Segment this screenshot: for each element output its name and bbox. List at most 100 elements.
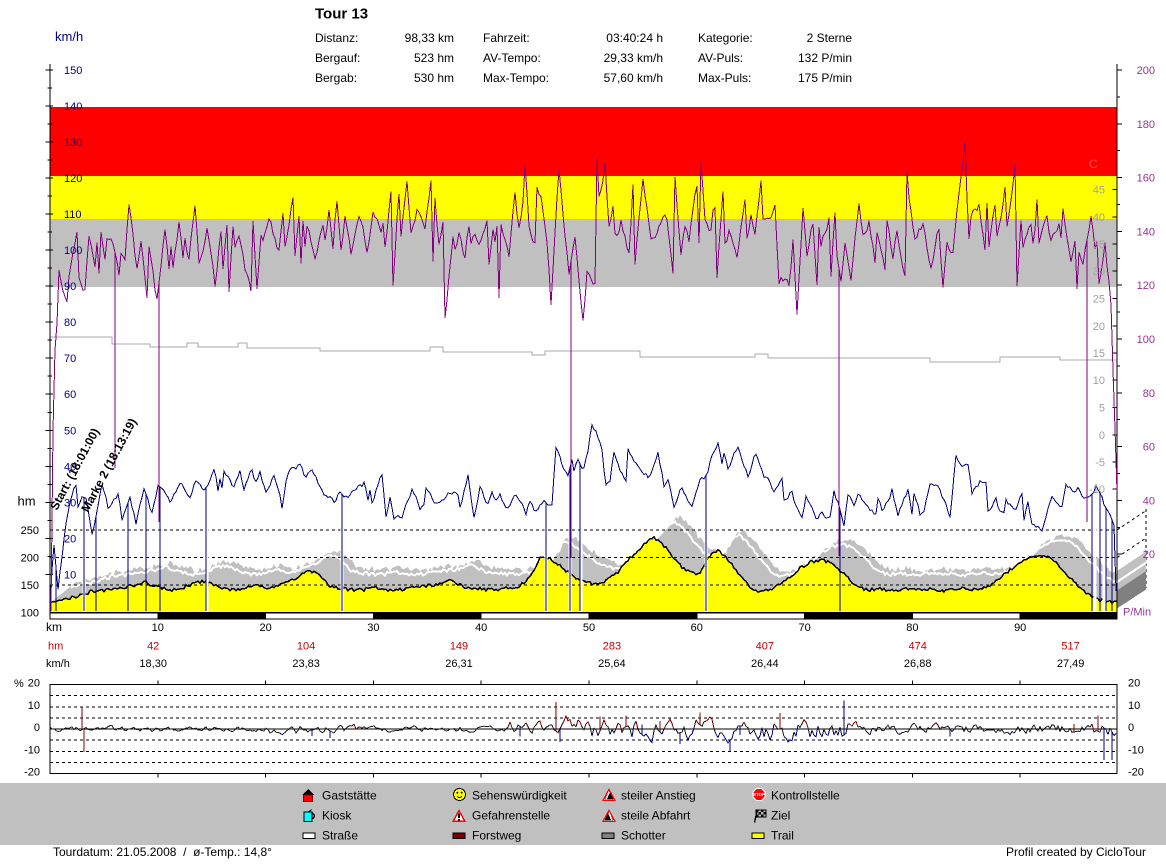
svg-text:10: 10 <box>152 622 164 634</box>
svg-text:18,30: 18,30 <box>139 658 167 670</box>
svg-text:Max-Tempo:: Max-Tempo: <box>483 71 549 85</box>
svg-text:100: 100 <box>21 608 39 620</box>
svg-text:2 Sterne: 2 Sterne <box>807 31 853 45</box>
svg-text:80: 80 <box>1143 388 1155 400</box>
svg-text:20: 20 <box>1143 549 1155 561</box>
svg-text:Kiosk: Kiosk <box>322 809 352 823</box>
svg-text:100: 100 <box>1137 334 1155 346</box>
svg-text:Gefahrenstelle: Gefahrenstelle <box>472 809 550 823</box>
svg-text:25: 25 <box>1093 294 1105 306</box>
svg-text:-20: -20 <box>1128 767 1144 779</box>
svg-text:90: 90 <box>1014 622 1026 634</box>
svg-text:523 hm: 523 hm <box>414 51 454 65</box>
svg-text:23,83: 23,83 <box>292 658 320 670</box>
svg-text:Kontrollstelle: Kontrollstelle <box>771 789 840 803</box>
svg-text:407: 407 <box>756 640 774 652</box>
svg-text:P/Min: P/Min <box>1123 607 1151 619</box>
svg-text:10: 10 <box>64 570 76 582</box>
svg-text:03:40:24 h: 03:40:24 h <box>606 31 663 45</box>
svg-text:15: 15 <box>1093 348 1105 360</box>
svg-text:0: 0 <box>1099 430 1105 442</box>
svg-text:98,33 km: 98,33 km <box>405 31 454 45</box>
svg-text:110: 110 <box>64 209 82 221</box>
svg-text:hm: hm <box>48 640 63 652</box>
svg-text:40: 40 <box>1143 495 1155 507</box>
svg-text:200: 200 <box>1137 65 1155 77</box>
svg-text:20: 20 <box>1128 678 1140 690</box>
svg-text:Distanz:: Distanz: <box>315 31 358 45</box>
svg-text:26,44: 26,44 <box>751 658 779 670</box>
svg-text:Tourdatum: 21.05.2008 / ø-Te: Tourdatum: 21.05.2008 / ø-Temp.: 14,8° <box>53 845 272 859</box>
svg-text:149: 149 <box>450 640 468 652</box>
svg-text:26,31: 26,31 <box>445 658 473 670</box>
svg-text:120: 120 <box>64 173 82 185</box>
svg-text:Fahrzeit:: Fahrzeit: <box>483 31 530 45</box>
svg-text:80: 80 <box>64 317 76 329</box>
svg-text:0: 0 <box>34 722 40 734</box>
svg-text:30: 30 <box>1093 266 1105 278</box>
svg-text:40: 40 <box>475 622 487 634</box>
svg-text:10: 10 <box>1093 375 1105 387</box>
svg-text:Gaststätte: Gaststätte <box>322 789 377 803</box>
svg-text:29,33 km/h: 29,33 km/h <box>604 51 663 65</box>
svg-text:80: 80 <box>906 622 918 634</box>
svg-text:70: 70 <box>798 622 810 634</box>
svg-text:180: 180 <box>1137 119 1155 131</box>
svg-text:Ziel: Ziel <box>771 809 790 823</box>
svg-text:90: 90 <box>64 281 76 293</box>
svg-text:30: 30 <box>64 497 76 509</box>
svg-text:20: 20 <box>28 678 40 690</box>
svg-text:C: C <box>1089 157 1098 171</box>
svg-text:517: 517 <box>1061 640 1079 652</box>
svg-text:40: 40 <box>64 461 76 473</box>
svg-text:20: 20 <box>259 622 271 634</box>
svg-text:5: 5 <box>1099 403 1105 415</box>
svg-text:km/h: km/h <box>55 29 83 44</box>
svg-text:AV-Tempo:: AV-Tempo: <box>483 51 541 65</box>
svg-text:Bergab:: Bergab: <box>315 71 357 85</box>
svg-text:Profil created by CicloTour: Profil created by CicloTour <box>1006 845 1146 859</box>
svg-text:Trail: Trail <box>771 829 794 843</box>
svg-text:Max-Puls:: Max-Puls: <box>698 71 751 85</box>
svg-text:%: % <box>14 678 24 690</box>
svg-text:Sehenswürdigkeit: Sehenswürdigkeit <box>472 789 567 803</box>
svg-text:42: 42 <box>147 640 159 652</box>
svg-text:-10: -10 <box>1128 744 1144 756</box>
svg-text:104: 104 <box>297 640 315 652</box>
svg-text:-10: -10 <box>1089 484 1105 496</box>
svg-text:-20: -20 <box>24 767 40 779</box>
svg-text:Tour 13: Tour 13 <box>315 6 368 23</box>
svg-text:100: 100 <box>64 245 82 257</box>
svg-text:-5: -5 <box>1095 457 1105 469</box>
svg-text:57,60 km/h: 57,60 km/h <box>604 71 663 85</box>
svg-text:150: 150 <box>21 580 39 592</box>
svg-text:0: 0 <box>1128 722 1134 734</box>
svg-text:steile Abfahrt: steile Abfahrt <box>621 809 691 823</box>
svg-text:Bergauf:: Bergauf: <box>315 51 360 65</box>
svg-text:120: 120 <box>1137 280 1155 292</box>
svg-text:40: 40 <box>1093 212 1105 224</box>
svg-text:160: 160 <box>1137 173 1155 185</box>
svg-text:474: 474 <box>909 640 927 652</box>
svg-text:140: 140 <box>64 101 82 113</box>
svg-text:Forstweg: Forstweg <box>472 829 521 843</box>
svg-text:283: 283 <box>603 640 621 652</box>
svg-text:10: 10 <box>28 700 40 712</box>
svg-text:26,88: 26,88 <box>904 658 932 670</box>
svg-text:STOP: STOP <box>753 792 765 797</box>
svg-text:60: 60 <box>64 389 76 401</box>
svg-text:km/h: km/h <box>46 658 70 670</box>
svg-text:530 hm: 530 hm <box>414 71 454 85</box>
svg-text:140: 140 <box>1137 226 1155 238</box>
svg-text:60: 60 <box>691 622 703 634</box>
svg-text:25,64: 25,64 <box>598 658 626 670</box>
svg-text:50: 50 <box>583 622 595 634</box>
svg-text:27,49: 27,49 <box>1057 658 1085 670</box>
svg-text:150: 150 <box>64 65 82 77</box>
svg-text:60: 60 <box>1143 442 1155 454</box>
svg-text:hm: hm <box>18 494 36 509</box>
svg-text:10: 10 <box>1128 700 1140 712</box>
svg-text:-10: -10 <box>24 744 40 756</box>
svg-text:steiler Anstieg: steiler Anstieg <box>621 789 696 803</box>
svg-text:132 P/min: 132 P/min <box>798 51 852 65</box>
